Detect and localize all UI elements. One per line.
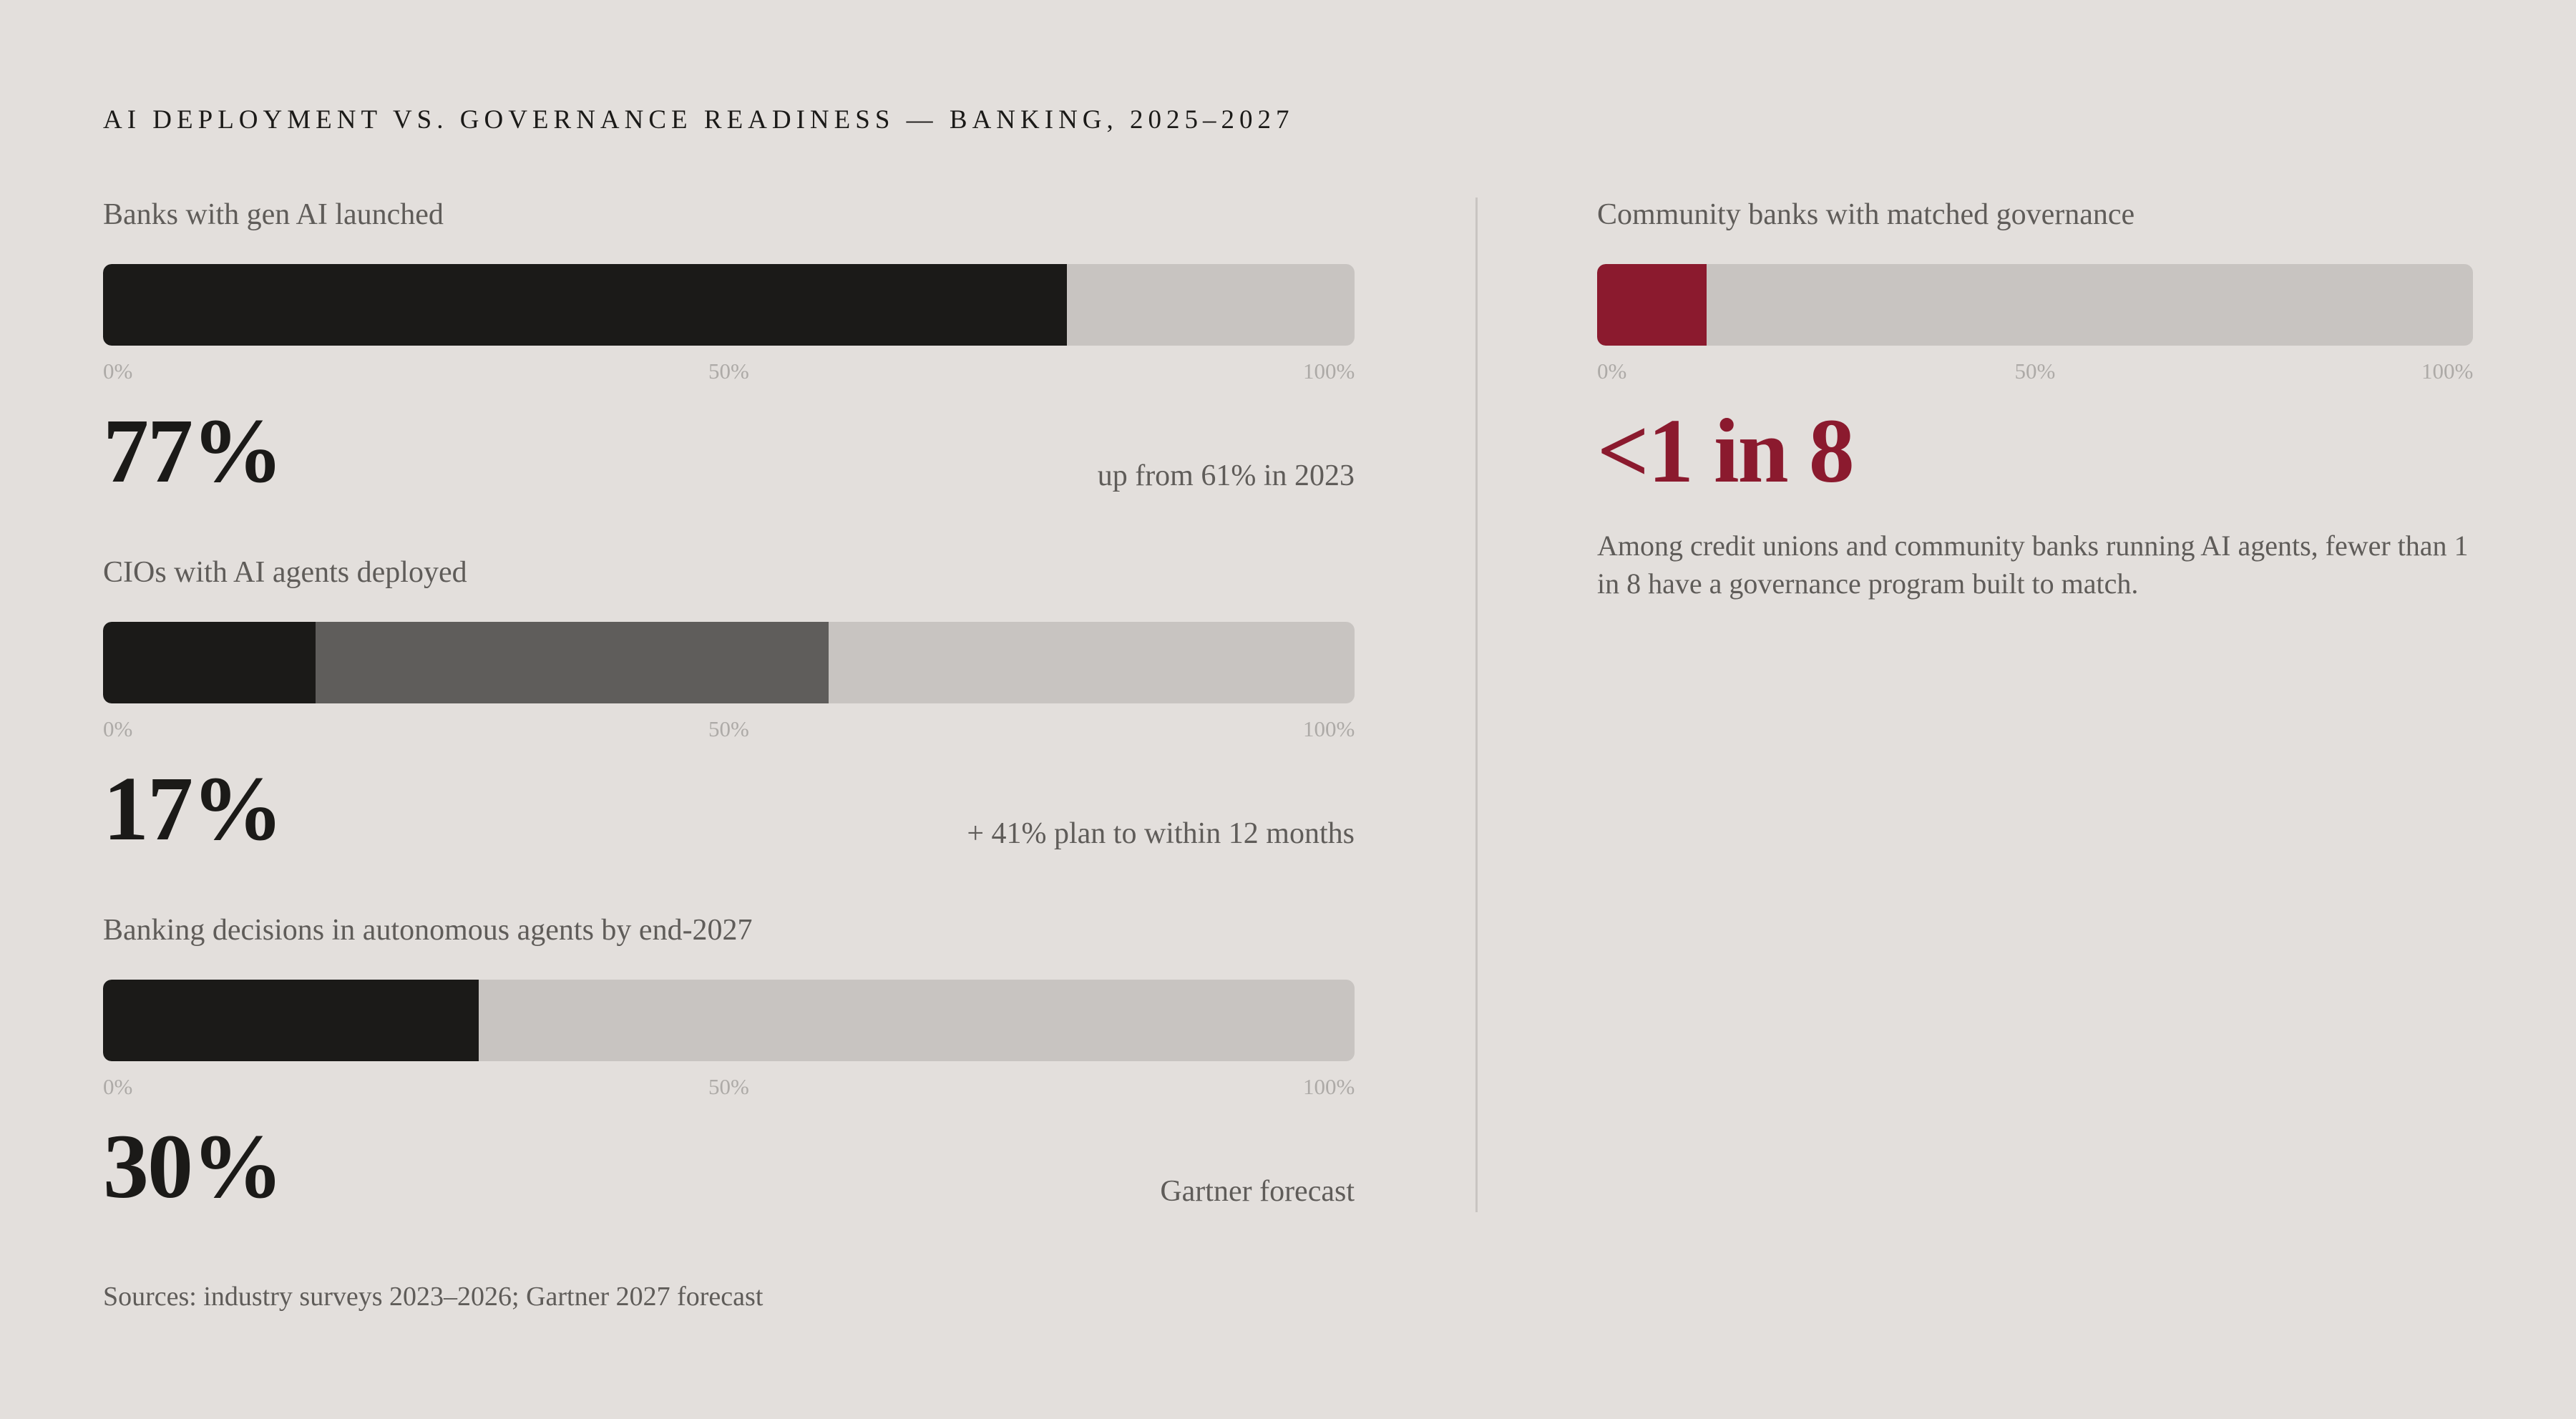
metric-value: 77% <box>103 400 283 502</box>
tick-labels: 0% 50% 100% <box>103 1074 1355 1103</box>
metric-community-governance: Community banks with matched governance … <box>1597 198 2473 627</box>
tick-labels: 0% 50% 100% <box>1597 359 2473 387</box>
metric-value: 17% <box>103 758 283 859</box>
tick-label: 100% <box>1303 716 1355 741</box>
column-divider <box>1475 198 1478 1212</box>
bar-track <box>103 622 1355 703</box>
tick-label: 50% <box>708 716 749 741</box>
bar-track <box>1597 264 2473 346</box>
sources-note: Sources: industry surveys 2023–2026; Gar… <box>103 1282 763 1312</box>
metric-description: Among credit unions and community banks … <box>1597 530 2469 600</box>
metric-cios-agents-deployed: CIOs with AI agents deployed 0% 50% 100% 1… <box>103 555 1355 863</box>
metric-note: + 41% plan to within 12 months <box>967 817 1355 850</box>
metric-note: up from 61% in 2023 <box>1097 459 1355 492</box>
metric-autonomous-decisions: Banking decisions in autonomous agents b… <box>103 913 1355 1221</box>
bar-segment-1 <box>103 264 1067 346</box>
tick-label: 0% <box>103 716 133 741</box>
tick-label: 50% <box>2014 359 2056 384</box>
bar-track <box>103 264 1355 346</box>
metric-gen-ai-launched: Banks with gen AI launched 0% 50% 100% 77%… <box>103 198 1355 505</box>
metric-value: <1 in 8 <box>1597 400 1855 502</box>
metric-label: Banks with gen AI launched <box>103 198 444 231</box>
tick-label: 50% <box>708 359 749 384</box>
metric-label: CIOs with AI agents deployed <box>103 556 467 589</box>
tick-label: 0% <box>103 1074 133 1099</box>
tick-label: 100% <box>2421 359 2474 384</box>
metric-value: 30% <box>103 1116 283 1217</box>
bar-segment-1 <box>103 980 479 1061</box>
tick-labels: 0% 50% 100% <box>103 359 1355 387</box>
bar-track <box>103 980 1355 1061</box>
chart-title: AI DEPLOYMENT VS. GOVERNANCE READINESS —… <box>103 105 1294 135</box>
metric-note: Gartner forecast <box>1160 1175 1355 1208</box>
tick-label: 0% <box>1597 359 1627 384</box>
tick-labels: 0% 50% 100% <box>103 716 1355 745</box>
tick-label: 100% <box>1303 359 1355 384</box>
metric-label: Banking decisions in autonomous agents b… <box>103 914 753 947</box>
bar-segment-1 <box>103 622 316 703</box>
tick-label: 0% <box>103 359 133 384</box>
tick-label: 50% <box>708 1074 749 1099</box>
bar-segment-2 <box>316 622 829 703</box>
bar-segment-1 <box>1597 264 1707 346</box>
tick-label: 100% <box>1303 1074 1355 1099</box>
metric-label: Community banks with matched governance <box>1597 198 2135 231</box>
